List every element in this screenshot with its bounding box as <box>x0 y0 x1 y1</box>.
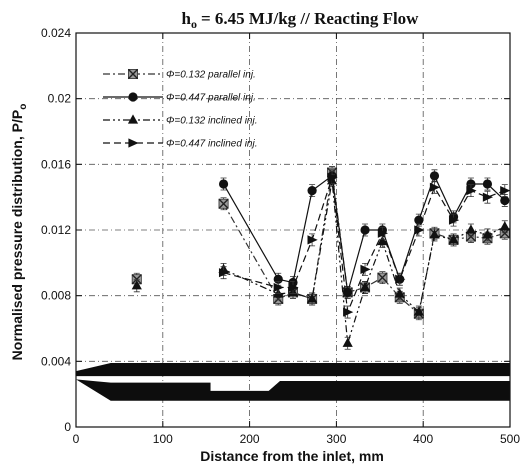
x-axis-label: Distance from the inlet, mm <box>200 448 384 464</box>
y-tick-label: 0.008 <box>41 289 71 303</box>
data-point <box>413 306 424 316</box>
data-point <box>499 221 510 231</box>
data-point <box>127 114 139 124</box>
y-axis-label-main: Normalised pressure distribution, P/P <box>9 110 25 361</box>
y-tick-label: 0.016 <box>41 157 71 171</box>
data-point <box>414 225 425 235</box>
data-point <box>128 92 138 102</box>
x-tick-label: 200 <box>240 432 260 446</box>
y-axis-label-sub: o <box>18 104 29 110</box>
axes <box>75 32 511 428</box>
y-tick-label: 0.024 <box>41 26 71 40</box>
data-point <box>377 228 389 238</box>
inlet-schematic <box>76 362 510 401</box>
tick-labels: 0 100 200 300 400 500 0 0.004 0.008 0.012 0.016 0.0… <box>41 26 520 446</box>
chart-title-main: h <box>182 9 192 28</box>
data-point <box>360 264 371 274</box>
legend-entry: Φ=0.447 inclined inj. <box>103 138 257 150</box>
chart-title-rest: = 6.45 MJ/kg // Reacting Flow <box>201 9 419 28</box>
data-point <box>360 225 370 235</box>
data-point <box>359 281 371 292</box>
data-point <box>377 235 388 246</box>
legend-entry: Φ=0.132 inclined inj. <box>103 114 257 127</box>
series-2 <box>218 169 510 299</box>
data-point <box>395 274 406 284</box>
data-point <box>465 224 477 234</box>
chart-title: ho = 6.45 MJ/kg // Reacting Flow <box>182 9 420 31</box>
data-point <box>377 272 388 283</box>
legend-label: Φ=0.132 parallel inj. <box>166 70 256 81</box>
series-3 <box>131 174 510 350</box>
schematic-lower-wall <box>76 379 510 401</box>
data-point <box>429 182 441 192</box>
data-point <box>500 186 511 196</box>
data-point <box>307 235 318 245</box>
data-point <box>127 68 139 80</box>
data-point <box>131 280 142 290</box>
data-point <box>500 195 510 206</box>
data-point <box>482 229 493 239</box>
legend-entry: Φ=0.132 parallel inj. <box>103 68 256 81</box>
data-point <box>306 293 318 303</box>
x-tick-label: 0 <box>73 432 80 446</box>
x-tick-label: 300 <box>326 432 346 446</box>
y-tick-label: 0.004 <box>41 354 71 368</box>
data-point <box>448 215 460 225</box>
data-point <box>343 307 354 317</box>
data-point <box>466 186 477 196</box>
legend-label: Φ=0.447 inclined inj. <box>166 139 257 150</box>
y-tick-label: 0 <box>64 420 71 434</box>
series-line <box>223 172 505 315</box>
data-point <box>288 282 299 293</box>
series-4 <box>218 171 511 319</box>
data-point <box>273 282 284 293</box>
data-point <box>448 234 459 244</box>
y-tick-label: 0.012 <box>41 223 71 237</box>
data-point <box>327 172 338 183</box>
data-point <box>482 192 494 202</box>
legend-label: Φ=0.447 parallel inj. <box>166 93 256 104</box>
data-point <box>218 198 229 209</box>
data-point <box>218 179 229 189</box>
data-point <box>342 337 353 347</box>
data-point <box>429 229 440 239</box>
legend: Φ=0.132 parallel inj. Φ=0.447 parallel in… <box>103 68 257 150</box>
x-tick-label: 400 <box>413 432 433 446</box>
data-point <box>128 138 139 148</box>
data-point <box>429 171 440 181</box>
chart-title-sub: o <box>191 17 197 31</box>
data-point <box>218 268 230 278</box>
x-tick-label: 100 <box>153 432 173 446</box>
schematic-upper-wall <box>76 362 510 377</box>
data-point <box>307 186 317 196</box>
legend-label: Φ=0.132 inclined inj. <box>166 116 257 127</box>
data-point <box>394 288 405 298</box>
data-point <box>466 179 476 189</box>
series-layer <box>131 166 511 350</box>
y-tick-label: 0.02 <box>48 92 72 106</box>
x-tick-label: 500 <box>500 432 520 446</box>
legend-entry: Φ=0.447 parallel inj. <box>103 92 256 104</box>
data-point <box>482 179 493 189</box>
series-line <box>223 180 506 344</box>
y-axis-label: Normalised pressure distribution, P/Po <box>9 104 29 361</box>
